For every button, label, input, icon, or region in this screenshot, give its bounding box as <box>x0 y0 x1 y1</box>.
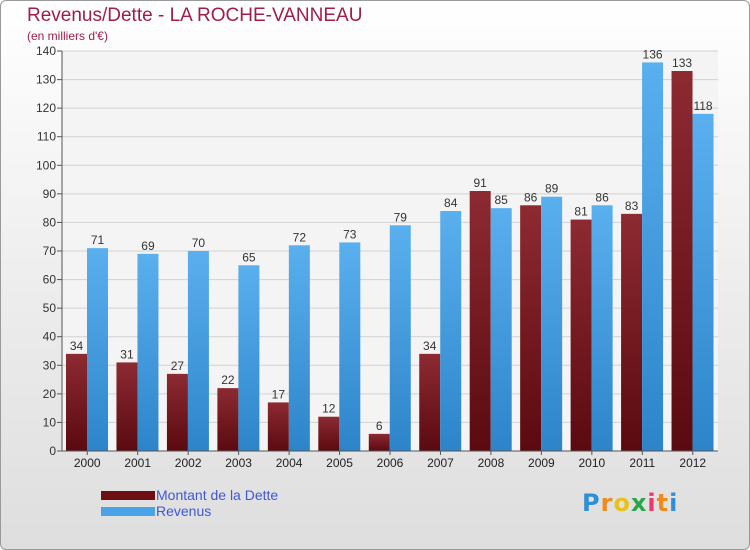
revenus-value-label: 85 <box>495 193 509 207</box>
dette-bar <box>368 433 390 451</box>
dette-value-label: 6 <box>376 419 383 433</box>
dette-bar <box>267 402 289 451</box>
revenus-value-label: 118 <box>693 99 712 113</box>
x-tick-label: 2003 <box>225 456 252 470</box>
y-tick-label: 80 <box>43 215 57 229</box>
revenus-value-label: 73 <box>343 227 357 241</box>
revenus-value-label: 69 <box>141 239 155 253</box>
revenus-value-label: 136 <box>643 47 663 61</box>
revenus-value-label: 65 <box>242 250 256 264</box>
y-tick-label: 120 <box>36 101 56 115</box>
chart-subtitle: (en milliers d'€) <box>27 29 108 43</box>
y-tick-label: 20 <box>43 387 57 401</box>
x-tick-label: 2009 <box>528 456 555 470</box>
logo-letter: r <box>600 489 614 517</box>
revenus-value-label: 79 <box>394 210 408 224</box>
dette-value-label: 17 <box>272 387 286 401</box>
y-tick-label: 130 <box>36 73 56 87</box>
dette-value-label: 81 <box>574 205 588 219</box>
x-tick-label: 2005 <box>326 456 353 470</box>
revenus-bar <box>642 62 664 452</box>
logo-letter: x <box>630 489 648 517</box>
revenus-bar <box>288 245 310 451</box>
revenus-bar <box>339 242 361 451</box>
x-tick-label: 2011 <box>629 456 655 470</box>
dette-value-label: 31 <box>120 347 134 361</box>
y-tick-label: 40 <box>43 330 57 344</box>
x-tick-label: 2000 <box>74 456 101 470</box>
y-tick-label: 60 <box>43 273 57 287</box>
dette-value-label: 91 <box>474 176 488 190</box>
y-tick-label: 30 <box>43 358 57 372</box>
x-tick-label: 2002 <box>175 456 202 470</box>
chart-title: Revenus/Dette - LA ROCHE-VANNEAU <box>27 5 363 26</box>
dette-bar <box>166 373 188 451</box>
dette-bar <box>621 213 643 451</box>
revenus-bar <box>389 225 411 451</box>
revenus-value-label: 70 <box>192 236 206 250</box>
revenus-bar <box>87 248 108 451</box>
x-tick-label: 2012 <box>679 456 706 470</box>
legend-label-dette: Montant de la Dette <box>156 487 279 503</box>
y-tick-label: 140 <box>36 44 56 58</box>
x-tick-label: 2008 <box>478 456 505 470</box>
revenus-value-label: 86 <box>595 190 609 204</box>
y-tick-label: 100 <box>36 158 56 172</box>
dette-bar <box>318 416 340 451</box>
logo-letter: o <box>613 489 631 517</box>
revenus-bar <box>692 113 714 451</box>
dette-value-label: 86 <box>524 190 538 204</box>
revenus-value-label: 84 <box>444 196 458 210</box>
dette-bar <box>217 388 239 451</box>
revenus-bar <box>238 265 260 451</box>
dette-bar <box>469 191 491 451</box>
dette-bar <box>570 219 592 451</box>
logo-letter: P <box>582 489 601 517</box>
legend-swatch-revenus <box>101 507 155 516</box>
revenus-bar <box>490 208 512 451</box>
revenus-bar <box>591 205 613 451</box>
y-tick-label: 90 <box>43 187 57 201</box>
revenus-bar <box>187 251 209 451</box>
revenus-value-label: 71 <box>91 233 105 247</box>
dette-bar <box>419 353 441 451</box>
legend-label-revenus: Revenus <box>156 503 212 519</box>
revenus-bar <box>440 211 462 451</box>
x-tick-label: 2006 <box>377 456 404 470</box>
dette-bar <box>116 362 138 451</box>
proxiti-logo: Proxiti <box>582 489 678 517</box>
dette-value-label: 27 <box>171 359 185 373</box>
logo-letter: i <box>647 489 657 517</box>
dette-value-label: 34 <box>423 339 437 353</box>
x-tick-label: 2004 <box>276 456 303 470</box>
dette-value-label: 12 <box>322 402 336 416</box>
revenus-value-label: 72 <box>293 230 307 244</box>
dette-bar <box>66 353 87 451</box>
y-tick-label: 0 <box>49 444 56 458</box>
y-tick-label: 50 <box>43 301 57 315</box>
dette-value-label: 22 <box>221 373 235 387</box>
y-tick-label: 110 <box>37 130 56 144</box>
x-tick-label: 2001 <box>124 456 151 470</box>
dette-bar <box>671 71 693 451</box>
logo-letter: i <box>669 489 679 517</box>
revenus-value-label: 89 <box>545 182 559 196</box>
dette-value-label: 34 <box>70 339 84 353</box>
revenus-bar <box>137 253 159 451</box>
logo-letter: t <box>656 489 670 517</box>
x-tick-label: 2007 <box>427 456 454 470</box>
dette-bar <box>520 205 542 451</box>
x-tick-label: 2010 <box>578 456 605 470</box>
legend-swatch-dette <box>101 491 155 500</box>
dette-value-label: 83 <box>625 199 639 213</box>
dette-value-label: 133 <box>672 56 692 70</box>
revenus-bar <box>541 196 563 451</box>
y-tick-label: 10 <box>43 415 57 429</box>
y-tick-label: 70 <box>43 244 57 258</box>
